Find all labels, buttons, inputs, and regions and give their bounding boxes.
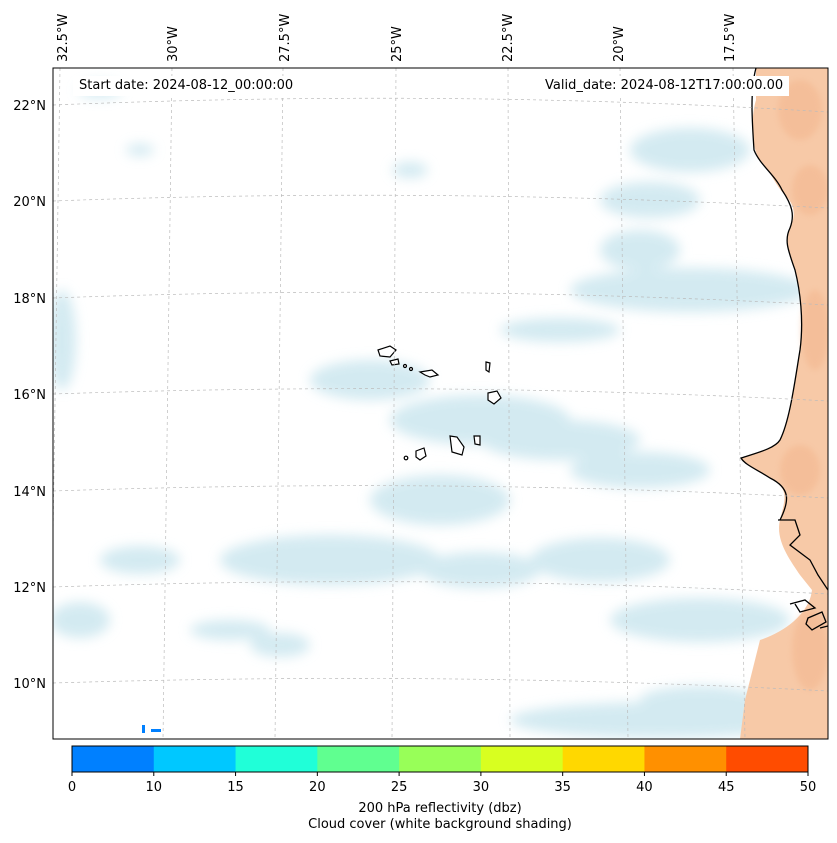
colorbar-tick-label: 40: [636, 780, 653, 795]
map-plot-area: [53, 68, 828, 739]
lat-label: 20°N: [13, 195, 46, 210]
colorbar-tick-label: 15: [227, 780, 244, 795]
colorbar-title: 200 hPa reflectivity (dbz) Cloud cover (…: [72, 801, 808, 833]
colorbar-tick-label: 20: [309, 780, 326, 795]
lat-label: 16°N: [13, 388, 46, 403]
colorbar-tick-label: 10: [146, 780, 163, 795]
colorbar-segment: [399, 746, 482, 772]
latitude-labels: 22°N 20°N 18°N 16°N 14°N 12°N 10°N: [13, 99, 46, 692]
gridlines: [53, 68, 828, 739]
lon-label: 27.5°W: [278, 14, 293, 62]
cape-verde-islands: [377, 345, 502, 461]
land-shading: [778, 80, 828, 690]
lat-label: 18°N: [13, 292, 46, 307]
cloud-cover-shading: [53, 82, 810, 738]
lon-label: 17.5°W: [723, 14, 738, 62]
start-date-label: Start date: 2024-08-12_00:00:00: [73, 76, 300, 96]
lat-label: 12°N: [13, 581, 46, 596]
colorbar-ticks: 0 10 15 20 25 30 35 40 45 50: [68, 772, 816, 795]
colorbar-segment: [644, 746, 727, 772]
colorbar-segment: [480, 746, 564, 772]
lon-label: 20°W: [612, 26, 627, 62]
colorbar-tick-label: 45: [718, 780, 735, 795]
colorbar-segment: [72, 746, 155, 772]
lon-label: 25°W: [390, 26, 405, 62]
colorbar-tick-label: 30: [473, 780, 490, 795]
colorbar-segment: [726, 746, 809, 772]
colorbar-label: 200 hPa reflectivity (dbz): [358, 801, 522, 816]
colorbar-tick-label: 35: [554, 780, 571, 795]
lat-label: 14°N: [13, 485, 46, 500]
coastline: [740, 68, 803, 521]
lon-label: 30°W: [166, 26, 181, 62]
colorbar-segment: [235, 746, 318, 772]
valid-date-label: Valid_date: 2024-08-12T17:00:00.00: [539, 76, 790, 96]
lon-label: 22.5°W: [501, 14, 516, 62]
colorbar-tick-label: 50: [800, 780, 817, 795]
coastline-south: [778, 519, 828, 631]
longitude-labels: 32.5°W 30°W 27.5°W 25°W 22.5°W 20°W 17.5…: [56, 14, 738, 62]
colorbar-segment: [153, 746, 237, 772]
lat-label: 22°N: [13, 99, 46, 114]
africa-landmass: [740, 68, 828, 739]
colorbar-tick-label: 25: [391, 780, 408, 795]
colorbar-segment: [562, 746, 645, 772]
reflectivity-blip: [142, 725, 161, 733]
colorbar-sublabel: Cloud cover (white background shading): [308, 817, 572, 832]
colorbar-border: [71, 745, 809, 773]
lat-label: 10°N: [13, 677, 46, 692]
colorbar-tick-label: 0: [68, 780, 76, 795]
lon-label: 32.5°W: [56, 14, 71, 62]
map-frame: [52, 67, 829, 740]
colorbar: [71, 745, 809, 773]
colorbar-segment: [317, 746, 400, 772]
